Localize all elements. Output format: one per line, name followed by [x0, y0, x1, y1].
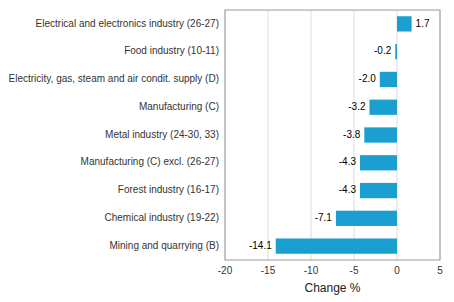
bars [276, 16, 412, 254]
data-label: -2.0 [359, 73, 377, 84]
grid-line [311, 10, 312, 260]
x-tick-label: 0 [394, 265, 400, 276]
data-labels: -14.1 -7.1 -4.3 -4.3 -3.8 -3.2 -2.0 -0.2 1.7 [249, 18, 430, 251]
chart: Mining and quarrying (B) Chemical industr… [0, 0, 454, 302]
bar [364, 127, 397, 142]
category-label: Mining and quarrying (B) [110, 240, 220, 251]
x-tick-label: -5 [350, 265, 359, 276]
bar [276, 238, 397, 253]
data-label: 1.7 [416, 18, 430, 29]
chart-container: Mining and quarrying (B) Chemical industr… [0, 0, 454, 302]
x-tick-label: 5 [437, 265, 443, 276]
bar [395, 44, 397, 59]
category-label: Manufacturing (C) [139, 101, 219, 112]
bar [397, 16, 412, 31]
bar [336, 211, 397, 226]
data-label: -14.1 [249, 240, 272, 251]
x-axis-label: Change % [304, 281, 360, 295]
category-labels: Mining and quarrying (B) Chemical industr… [9, 18, 219, 251]
x-tick-labels: -20 -15 -10 -5 0 5 [218, 265, 443, 276]
x-tick-label: -20 [218, 265, 233, 276]
grid-line [268, 10, 269, 260]
category-label: Manufacturing (C) excl. (26-27) [81, 156, 219, 167]
data-label: -0.2 [374, 45, 392, 56]
plot-frame [225, 10, 440, 260]
x-tick-label: -10 [304, 265, 319, 276]
category-label: Electricity, gas, steam and air condit. … [9, 73, 219, 84]
data-label: -7.1 [315, 212, 333, 223]
category-label: Chemical industry (19-22) [105, 212, 220, 223]
x-tick-label: -15 [261, 265, 276, 276]
bar [360, 155, 397, 170]
data-label: -3.8 [343, 129, 361, 140]
category-label: Metal industry (24-30, 33) [105, 129, 219, 140]
data-label: -4.3 [339, 156, 357, 167]
category-label: Forest industry (16-17) [118, 184, 219, 195]
category-label: Food industry (10-11) [124, 45, 219, 56]
data-label: -4.3 [339, 184, 357, 195]
bar [360, 183, 397, 198]
grid [225, 10, 440, 260]
category-label: Electrical and electronics industry (26-… [36, 18, 219, 29]
bar [369, 100, 397, 115]
data-label: -3.2 [348, 101, 366, 112]
bar [380, 72, 397, 87]
